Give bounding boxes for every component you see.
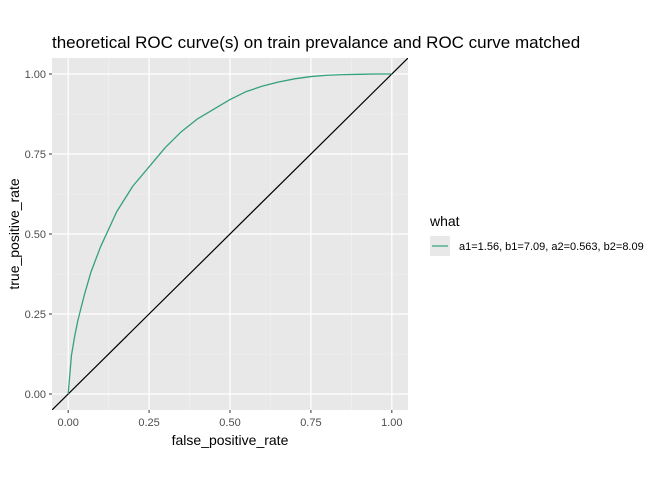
x-tick-label: 1.00: [381, 417, 402, 429]
y-tick-label: 0.75: [25, 149, 46, 161]
x-tick-label: 0.75: [300, 417, 321, 429]
axis-ticks: 0.00 0.25 0.50 0.75 1.00 0.00 0.25 0.50 0.75 1.00: [25, 69, 403, 429]
legend: what a1=1.56, b1=7.09, a2=0.563, b2=8.09: [429, 213, 644, 256]
roc-curve-line: [67, 73, 392, 395]
x-axis-title: false_positive_rate: [172, 432, 289, 448]
chart-title: theoretical ROC curve(s) on train preval…: [52, 33, 580, 52]
legend-title: what: [429, 213, 460, 229]
y-tick-label: 0.50: [25, 229, 46, 241]
x-tick-label: 0.25: [138, 417, 159, 429]
legend-label: a1=1.56, b1=7.09, a2=0.563, b2=8.09: [459, 241, 644, 253]
y-tick-label: 1.00: [25, 69, 46, 81]
y-tick-label: 0.00: [25, 389, 46, 401]
x-tick-label: 0.00: [57, 417, 78, 429]
y-axis-title: true_positive_rate: [6, 178, 22, 290]
y-tick-label: 0.25: [25, 309, 46, 321]
x-tick-label: 0.50: [219, 417, 240, 429]
reference-diagonal-line: [52, 58, 408, 410]
data-lines: [52, 58, 408, 410]
